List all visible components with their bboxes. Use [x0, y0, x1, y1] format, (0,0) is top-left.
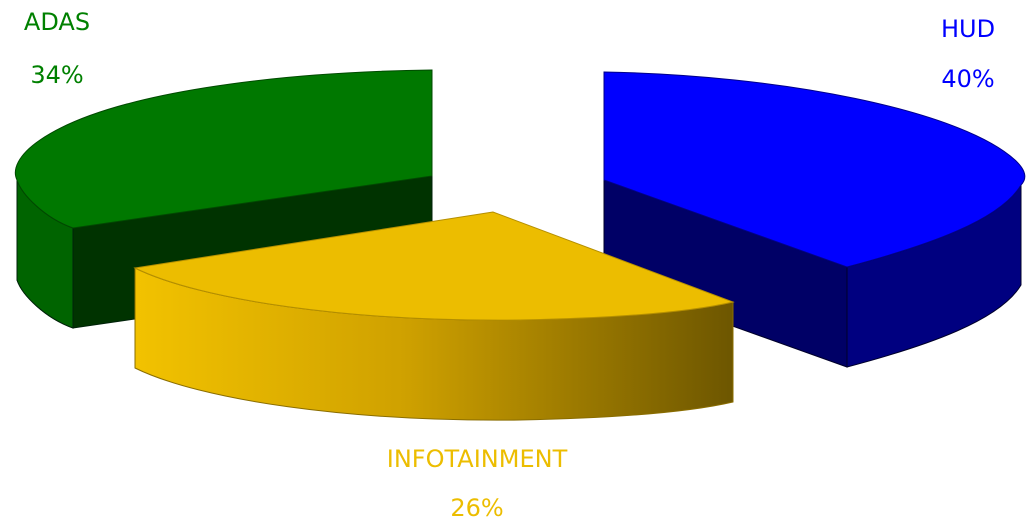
slice-adas-top — [14, 69, 433, 229]
label-infotainment-name: INFOTAINMENT — [386, 445, 568, 473]
label-infotainment-value: 26% — [450, 494, 504, 522]
label-adas-value: 34% — [30, 61, 84, 89]
label-adas-name: ADAS — [23, 8, 91, 36]
label-hud-name: HUD — [940, 15, 996, 43]
slice-hud — [603, 71, 1026, 368]
slice-infotainment — [133, 211, 735, 421]
label-hud-value: 40% — [941, 65, 995, 93]
slice-infotainment-top — [133, 211, 735, 321]
slice-hud-top — [603, 71, 1026, 268]
